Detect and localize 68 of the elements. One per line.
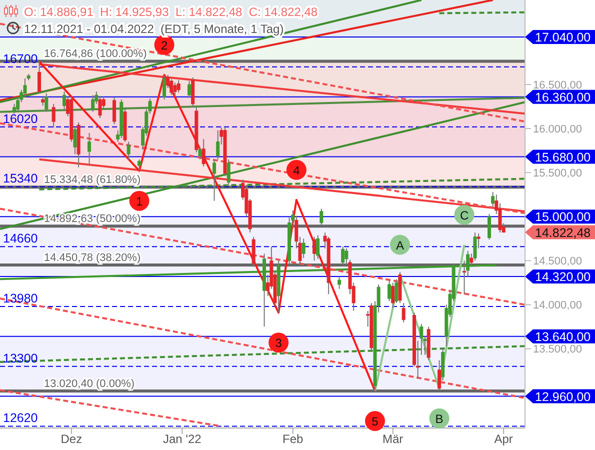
candlestick bbox=[338, 276, 342, 290]
y-tick-label: 16.500,00 bbox=[533, 79, 582, 92]
annotation: B bbox=[435, 412, 444, 426]
ref-line-label: 16.764,86 (100.00%) bbox=[44, 48, 147, 60]
x-tick-label: Feb bbox=[282, 432, 304, 446]
candlestick bbox=[473, 232, 477, 262]
candlestick bbox=[488, 214, 492, 240]
y2-tick-label: 12.960,00 bbox=[535, 390, 591, 404]
candlestick bbox=[476, 232, 480, 249]
y2-tick-label: 13.640,00 bbox=[535, 330, 591, 344]
ref-line-label: 16020 bbox=[3, 112, 38, 126]
candlestick bbox=[252, 236, 256, 268]
candlestick bbox=[202, 138, 206, 167]
ref-line-label: 14.450,78 (38.20%) bbox=[44, 252, 141, 264]
x-tick-label: Mär bbox=[382, 432, 404, 446]
annotation: A bbox=[396, 238, 404, 252]
candlestick bbox=[138, 158, 142, 172]
candlestick bbox=[316, 234, 320, 260]
x-tick-label: Dez bbox=[60, 432, 82, 446]
candlestick bbox=[52, 103, 56, 128]
y-tick-label: 13.500,00 bbox=[533, 344, 582, 356]
annotation: 5 bbox=[372, 414, 379, 429]
text: 14.822,48 bbox=[535, 226, 591, 240]
text: O: 14.886,91 H: 14.925,93 L: 14.822,48 C: 14.822,48 bbox=[24, 5, 318, 19]
candlestick bbox=[112, 97, 116, 125]
candlestick bbox=[391, 282, 395, 309]
candlestick bbox=[191, 77, 195, 108]
x-tick-label: Jan '22 bbox=[162, 432, 202, 446]
ref-line-label: 14660 bbox=[3, 232, 38, 246]
ref-line-label: 15340 bbox=[3, 172, 38, 186]
candlestick bbox=[302, 238, 306, 259]
annotation: C bbox=[460, 208, 469, 222]
line-series bbox=[38, 60, 376, 392]
candlestick bbox=[312, 236, 316, 262]
candlestick bbox=[173, 82, 177, 96]
candlestick bbox=[98, 95, 102, 119]
y2-tick-label: 15.680,00 bbox=[535, 150, 591, 164]
text: 12.11.2021 - 01.04.2022 (EDT, 5 Monate, 1 Tag) bbox=[24, 22, 284, 36]
y-tick-label: 14.000,00 bbox=[533, 300, 582, 312]
candlestick bbox=[170, 78, 174, 96]
candlestick bbox=[320, 208, 324, 226]
annotation: 4 bbox=[293, 163, 300, 178]
y-tick-label: 15.500,00 bbox=[533, 168, 582, 180]
y2-tick-label: 14.320,00 bbox=[535, 270, 591, 284]
ref-line-label: 13980 bbox=[3, 291, 38, 306]
candlestick bbox=[88, 132, 92, 166]
y-tick-label: 16.000,00 bbox=[533, 123, 582, 136]
candlestick bbox=[341, 246, 345, 266]
y2-tick-label: 15.000,00 bbox=[535, 210, 591, 224]
candlestick bbox=[91, 94, 95, 112]
candlestick bbox=[216, 130, 220, 160]
ref-line-label: 15.334,48 (61.80%) bbox=[44, 174, 141, 186]
annotation: 3 bbox=[275, 336, 282, 350]
candlestick bbox=[344, 248, 348, 266]
x-tick-label: Apr bbox=[494, 432, 513, 446]
y2-tick-label: 16.360,00 bbox=[535, 90, 591, 104]
y2-tick-label: 17.040,00 bbox=[535, 30, 591, 44]
annotation: 2 bbox=[160, 38, 168, 52]
candlestick bbox=[402, 302, 406, 323]
candlestick bbox=[126, 141, 130, 160]
y-tick-label: 14.500,00 bbox=[533, 256, 582, 268]
ref-line-label: 12620 bbox=[3, 411, 38, 426]
candlestick bbox=[176, 80, 180, 93]
candlestick bbox=[162, 75, 166, 100]
ref-line-label: 13.020,40 (0.00%) bbox=[44, 378, 135, 390]
candlestick bbox=[38, 60, 42, 94]
annotation: 1 bbox=[136, 194, 143, 208]
candlestick bbox=[188, 80, 192, 98]
